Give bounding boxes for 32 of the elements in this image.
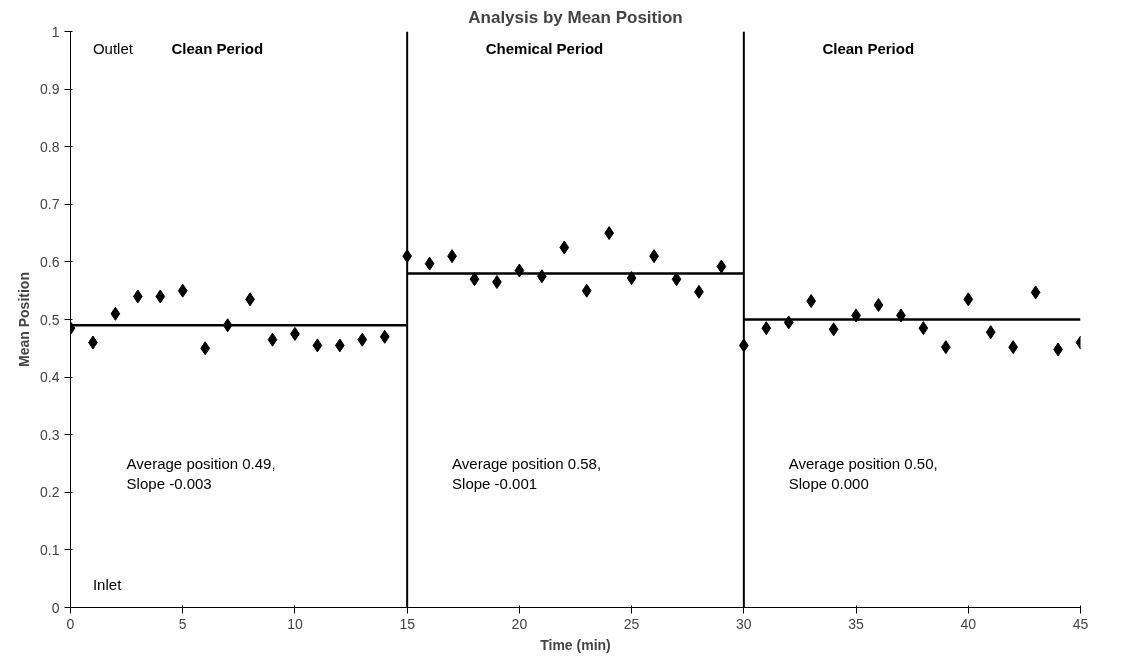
- y-tick-label: 0.4: [40, 369, 60, 386]
- x-tick-label: 35: [848, 615, 865, 632]
- y-tick-label: 0.1: [40, 541, 60, 558]
- y-tick-label: 0.6: [40, 253, 60, 270]
- x-tick-label: 30: [736, 615, 752, 632]
- annotation: Average position 0.49, Slope -0.003: [126, 454, 276, 493]
- y-axis-title: Mean Position: [16, 272, 33, 367]
- x-tick-label: 10: [287, 615, 303, 632]
- y-tick-label: 0.8: [40, 138, 60, 155]
- x-tick-label: 25: [623, 615, 640, 632]
- annotation: Average position 0.50, Slope 0.000: [788, 454, 938, 493]
- annotation: Chemical Period: [485, 40, 604, 58]
- annotation: Inlet: [92, 575, 123, 593]
- x-tick-label: 40: [960, 615, 977, 632]
- y-tick-label: 0.2: [40, 484, 60, 501]
- y-tick-label: 0: [51, 599, 60, 616]
- y-tick-label: 0.7: [40, 196, 60, 213]
- y-tick-label: 0.9: [40, 81, 60, 98]
- annotation: Outlet: [92, 40, 134, 58]
- x-tick-label: 5: [178, 615, 187, 632]
- annotation: Clean Period: [171, 40, 264, 58]
- chart-title: Analysis by Mean Position: [468, 7, 683, 27]
- y-tick-label: 0.3: [40, 426, 60, 443]
- x-tick-label: 0: [66, 615, 75, 632]
- annotation: Average position 0.58, Slope -0.001: [452, 454, 602, 493]
- y-tick-label: 0.5: [40, 311, 60, 328]
- annotation: Clean Period: [822, 40, 915, 58]
- y-tick-label: 1: [51, 23, 60, 40]
- x-tick-label: 45: [1072, 615, 1089, 632]
- x-tick-label: 15: [399, 615, 416, 632]
- x-tick-label: 20: [511, 615, 528, 632]
- x-axis-title: Time (min): [540, 636, 611, 653]
